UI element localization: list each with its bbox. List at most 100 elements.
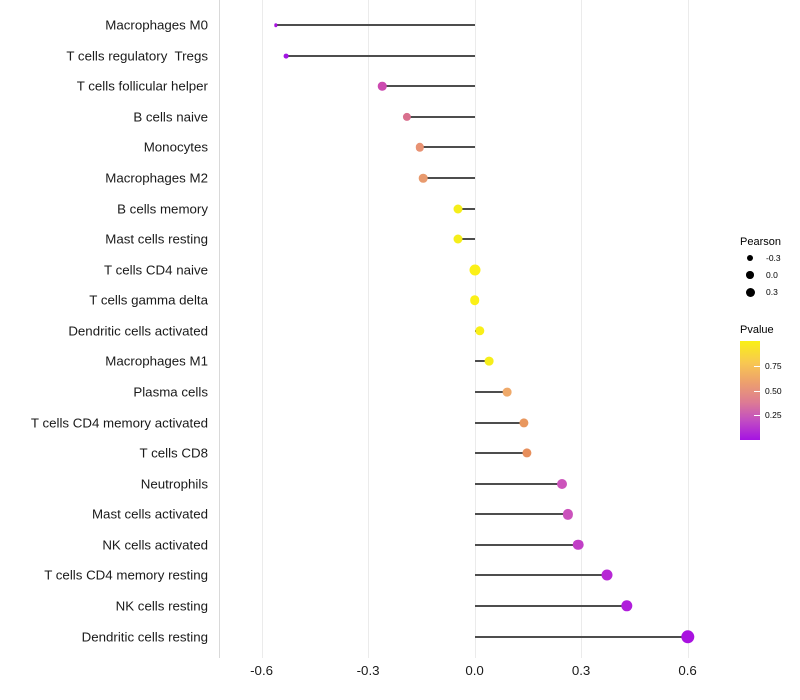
- y-axis-tick-label: Plasma cells: [133, 384, 208, 400]
- lollipop-stem: [382, 85, 475, 88]
- legend-dot-swatch: [740, 255, 760, 261]
- legend-key-row: 0.0: [740, 267, 800, 283]
- lollipop-point[interactable]: [418, 173, 428, 183]
- lollipop-point[interactable]: [557, 478, 568, 489]
- lollipop-point[interactable]: [284, 53, 289, 59]
- legend-pearson-size: Pearson -0.3 0.0 0.3: [740, 236, 800, 300]
- y-axis-tick-label: T cells CD8: [139, 445, 208, 461]
- lollipop-stem: [474, 635, 688, 638]
- y-axis-tick-label: Macrophages M2: [105, 170, 208, 186]
- legend-key-label: 0.0: [766, 270, 778, 280]
- colorbar-tick-label: 0.75: [765, 360, 782, 371]
- y-axis-tick-label: Macrophages M1: [105, 353, 208, 369]
- colorbar-tick-label: 0.25: [765, 410, 782, 421]
- lollipop-point[interactable]: [562, 509, 573, 520]
- lollipop-stem: [474, 421, 525, 424]
- y-axis-tick-label: T cells CD4 naive: [104, 262, 208, 278]
- legend-pvalue-color: Pvalue 0.75 0.50 0.25: [740, 324, 800, 440]
- colorbar-tick-label: 0.50: [765, 385, 782, 396]
- y-axis-tick-label: T cells CD4 memory activated: [30, 414, 208, 430]
- legend-dot-swatch: [740, 287, 760, 297]
- y-axis-tick-label: T cells CD4 memory resting: [44, 567, 208, 583]
- lollipop-point[interactable]: [378, 82, 387, 91]
- legend-key-row: -0.3: [740, 250, 800, 266]
- legend-pearson-title: Pearson: [740, 236, 781, 248]
- x-axis-tick: [581, 658, 583, 662]
- y-axis-tick-label: Neutrophils: [140, 476, 208, 492]
- panel-left-edge: [219, 0, 220, 658]
- legend-dot-icon: [745, 287, 755, 297]
- y-axis-tick-label: Dendritic cells activated: [68, 323, 208, 339]
- lollipop-stem: [474, 543, 579, 546]
- lollipop-point[interactable]: [484, 357, 494, 366]
- y-axis-tick-label: Mast cells resting: [105, 231, 208, 247]
- lollipop-stem: [423, 177, 475, 180]
- lollipop-stem: [474, 452, 528, 455]
- y-axis-tick-label: B cells memory: [117, 200, 208, 216]
- legend-pvalue-title: Pvalue: [740, 324, 774, 336]
- legend-dot-icon: [747, 255, 753, 261]
- y-axis-tick-label: Monocytes: [143, 139, 208, 155]
- lollipop-point[interactable]: [519, 418, 529, 428]
- lollipop-stem: [275, 24, 475, 27]
- lollipop-point[interactable]: [453, 234, 463, 244]
- x-axis-tick: [474, 658, 476, 662]
- gridline-x: [581, 0, 583, 658]
- legend-pearson-keys: -0.3 0.0 0.3: [740, 250, 800, 300]
- y-axis-tick-label: NK cells activated: [102, 537, 208, 553]
- x-axis-tick-label: 0.3: [571, 663, 591, 678]
- lollipop-stem: [474, 482, 563, 485]
- lollipop-point[interactable]: [620, 600, 633, 612]
- legend-key-row: 0.3: [740, 284, 800, 300]
- lollipop-stem: [407, 115, 475, 118]
- y-axis-tick-label: NK cells resting: [115, 598, 208, 614]
- lollipop-stem: [474, 574, 608, 577]
- x-axis-tick-label: -0.6: [250, 663, 274, 678]
- lollipop-stem: [419, 146, 475, 149]
- colorbar-tick: [754, 415, 760, 417]
- legend-dot-icon: [746, 271, 754, 279]
- lollipop-stem: [286, 54, 475, 57]
- y-axis-tick-label: T cells gamma delta: [89, 292, 208, 308]
- colorbar-wrap: 0.75 0.50 0.25: [740, 341, 798, 440]
- x-axis-tick: [261, 658, 263, 662]
- y-axis-tick-label: Mast cells activated: [91, 506, 208, 522]
- lollipop-point[interactable]: [680, 629, 695, 644]
- y-axis-tick-label: B cells naive: [133, 109, 208, 125]
- x-axis-tick: [687, 658, 689, 662]
- lollipop-point[interactable]: [469, 295, 480, 306]
- lollipop-point[interactable]: [403, 112, 412, 121]
- colorbar-tick: [754, 390, 760, 392]
- legend-dot-swatch: [740, 271, 760, 279]
- lollipop-stem: [474, 513, 568, 516]
- x-axis-tick: [368, 658, 370, 662]
- x-axis-tick-label: 0.6: [678, 663, 697, 678]
- lollipop-point[interactable]: [601, 569, 613, 581]
- gridline-x: [687, 0, 689, 658]
- y-axis-tick-label: Macrophages M0: [105, 17, 208, 33]
- y-axis-labels: Macrophages M0 T cells regulatory Tregs T …: [0, 0, 218, 660]
- x-axis: -0.6 -0.3 0.0 0.3 0.6: [219, 658, 716, 688]
- y-axis-tick-label: Dendritic cells resting: [81, 628, 208, 644]
- lollipop-point[interactable]: [502, 387, 512, 397]
- x-axis-tick-label: -0.3: [356, 663, 380, 678]
- gridline-x: [368, 0, 370, 658]
- lollipop-point[interactable]: [522, 448, 532, 458]
- lollipop-point[interactable]: [453, 204, 463, 214]
- plot-panel: [219, 0, 716, 658]
- lollipop-stem: [457, 238, 475, 241]
- lollipop-point[interactable]: [469, 264, 481, 276]
- x-axis-tick-label: 0.0: [465, 663, 484, 678]
- lollipop-point[interactable]: [415, 143, 424, 152]
- legend-key-label: 0.3: [766, 287, 778, 297]
- lollipop-stem: [474, 360, 489, 363]
- gridline-x: [261, 0, 263, 658]
- legend-key-label: -0.3: [766, 253, 781, 263]
- lollipop-point[interactable]: [474, 326, 485, 336]
- y-axis-tick-label: T cells regulatory Tregs: [66, 48, 208, 64]
- lollipop-point[interactable]: [572, 539, 584, 551]
- lollipop-stem: [474, 391, 507, 394]
- y-axis-tick-label: T cells follicular helper: [76, 78, 208, 94]
- lollipop-point[interactable]: [274, 23, 278, 27]
